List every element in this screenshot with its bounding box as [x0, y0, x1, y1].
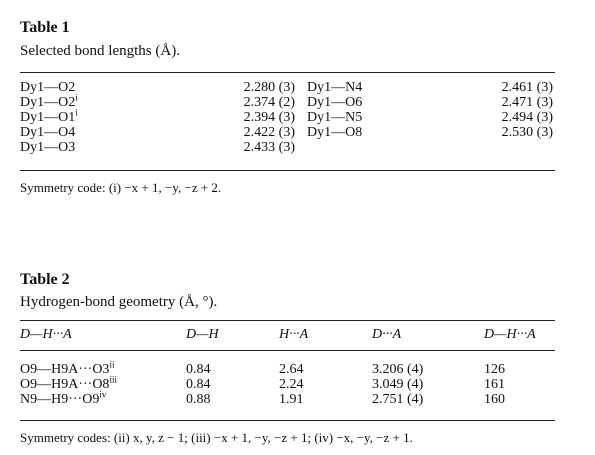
cell: Dy1—O2	[20, 80, 75, 96]
cell: Dy1—O8	[307, 125, 362, 141]
rule	[20, 72, 555, 73]
cell-text: Dy1—N4	[307, 80, 363, 95]
cell-text: Dy1—O2	[20, 95, 76, 110]
cell: 3.049 (4)	[372, 377, 424, 392]
cell: 160	[484, 392, 505, 407]
cell-text: Dy1—O6	[307, 95, 363, 110]
table-title: Table 2	[20, 271, 70, 288]
cell: Dy1—O6	[307, 95, 362, 111]
cell: Dy1—O3	[20, 140, 75, 156]
footnote: Symmetry code: (i) −x + 1, −y, −z + 2.	[20, 180, 222, 195]
cell: 2.530 (3)	[501, 125, 553, 140]
cell: 2.471 (3)	[501, 95, 553, 110]
cell: 126	[484, 362, 505, 377]
rule	[20, 170, 555, 171]
rule	[20, 350, 555, 351]
cell: O9—H9A···O3ii	[20, 359, 115, 378]
footnote: Symmetry codes: (ii) x, y, z − 1; (iii) …	[20, 430, 413, 445]
cell: Dy1—O2i	[20, 92, 78, 111]
superscript: iii	[109, 374, 117, 385]
cell: 2.433 (3)	[243, 140, 295, 155]
cell: Dy1—N5	[307, 110, 362, 126]
cell: 2.422 (3)	[243, 125, 295, 140]
cell-text: Dy1—O2	[20, 80, 76, 95]
cell-text: O9—H9A···O3	[20, 362, 110, 377]
cell: 2.751 (4)	[372, 392, 424, 407]
header-cell: D—H···A	[20, 327, 72, 342]
header-cell: H···A	[279, 327, 309, 342]
cell-text: Dy1—O4	[20, 125, 76, 140]
cell-text: Dy1—O1	[20, 110, 76, 125]
table-title: Table 1	[20, 19, 70, 36]
cell: 2.280 (3)	[243, 80, 295, 95]
superscript: i	[75, 92, 78, 103]
rule	[20, 420, 555, 421]
table-caption: Selected bond lengths (Å).	[20, 43, 180, 59]
cell-text: Dy1—N5	[307, 110, 363, 125]
cell: 0.88	[186, 392, 211, 407]
superscript: i	[75, 107, 78, 118]
cell: N9—H9···O9iv	[20, 389, 107, 408]
cell: 161	[484, 377, 505, 392]
superscript: ii	[109, 359, 115, 370]
cell: 2.394 (3)	[243, 110, 295, 125]
rule	[20, 320, 555, 321]
cell: 2.374 (2)	[243, 95, 295, 110]
superscript: iv	[99, 389, 107, 400]
cell: 2.24	[279, 377, 304, 392]
cell-text: N9—H9···O9	[20, 392, 100, 407]
table-caption: Hydrogen-bond geometry (Å, °).	[20, 294, 218, 310]
cell: Dy1—O4	[20, 125, 75, 141]
cell: 2.64	[279, 362, 304, 377]
header-cell: D—H	[186, 327, 219, 342]
cell: 2.494 (3)	[501, 110, 553, 125]
header-cell: D···A	[372, 327, 402, 342]
cell: 3.206 (4)	[372, 362, 424, 377]
header-cell: D—H···A	[484, 327, 536, 342]
cell: 1.91	[279, 392, 304, 407]
cell: Dy1—O1i	[20, 107, 78, 126]
cell: 0.84	[186, 377, 211, 392]
cell-text: O9—H9A···O8	[20, 377, 110, 392]
cell: O9—H9A···O8iii	[20, 374, 117, 393]
cell: Dy1—N4	[307, 80, 362, 96]
cell: 0.84	[186, 362, 211, 377]
cell: 2.461 (3)	[501, 80, 553, 95]
cell-text: Dy1—O8	[307, 125, 363, 140]
cell-text: Dy1—O3	[20, 140, 76, 155]
